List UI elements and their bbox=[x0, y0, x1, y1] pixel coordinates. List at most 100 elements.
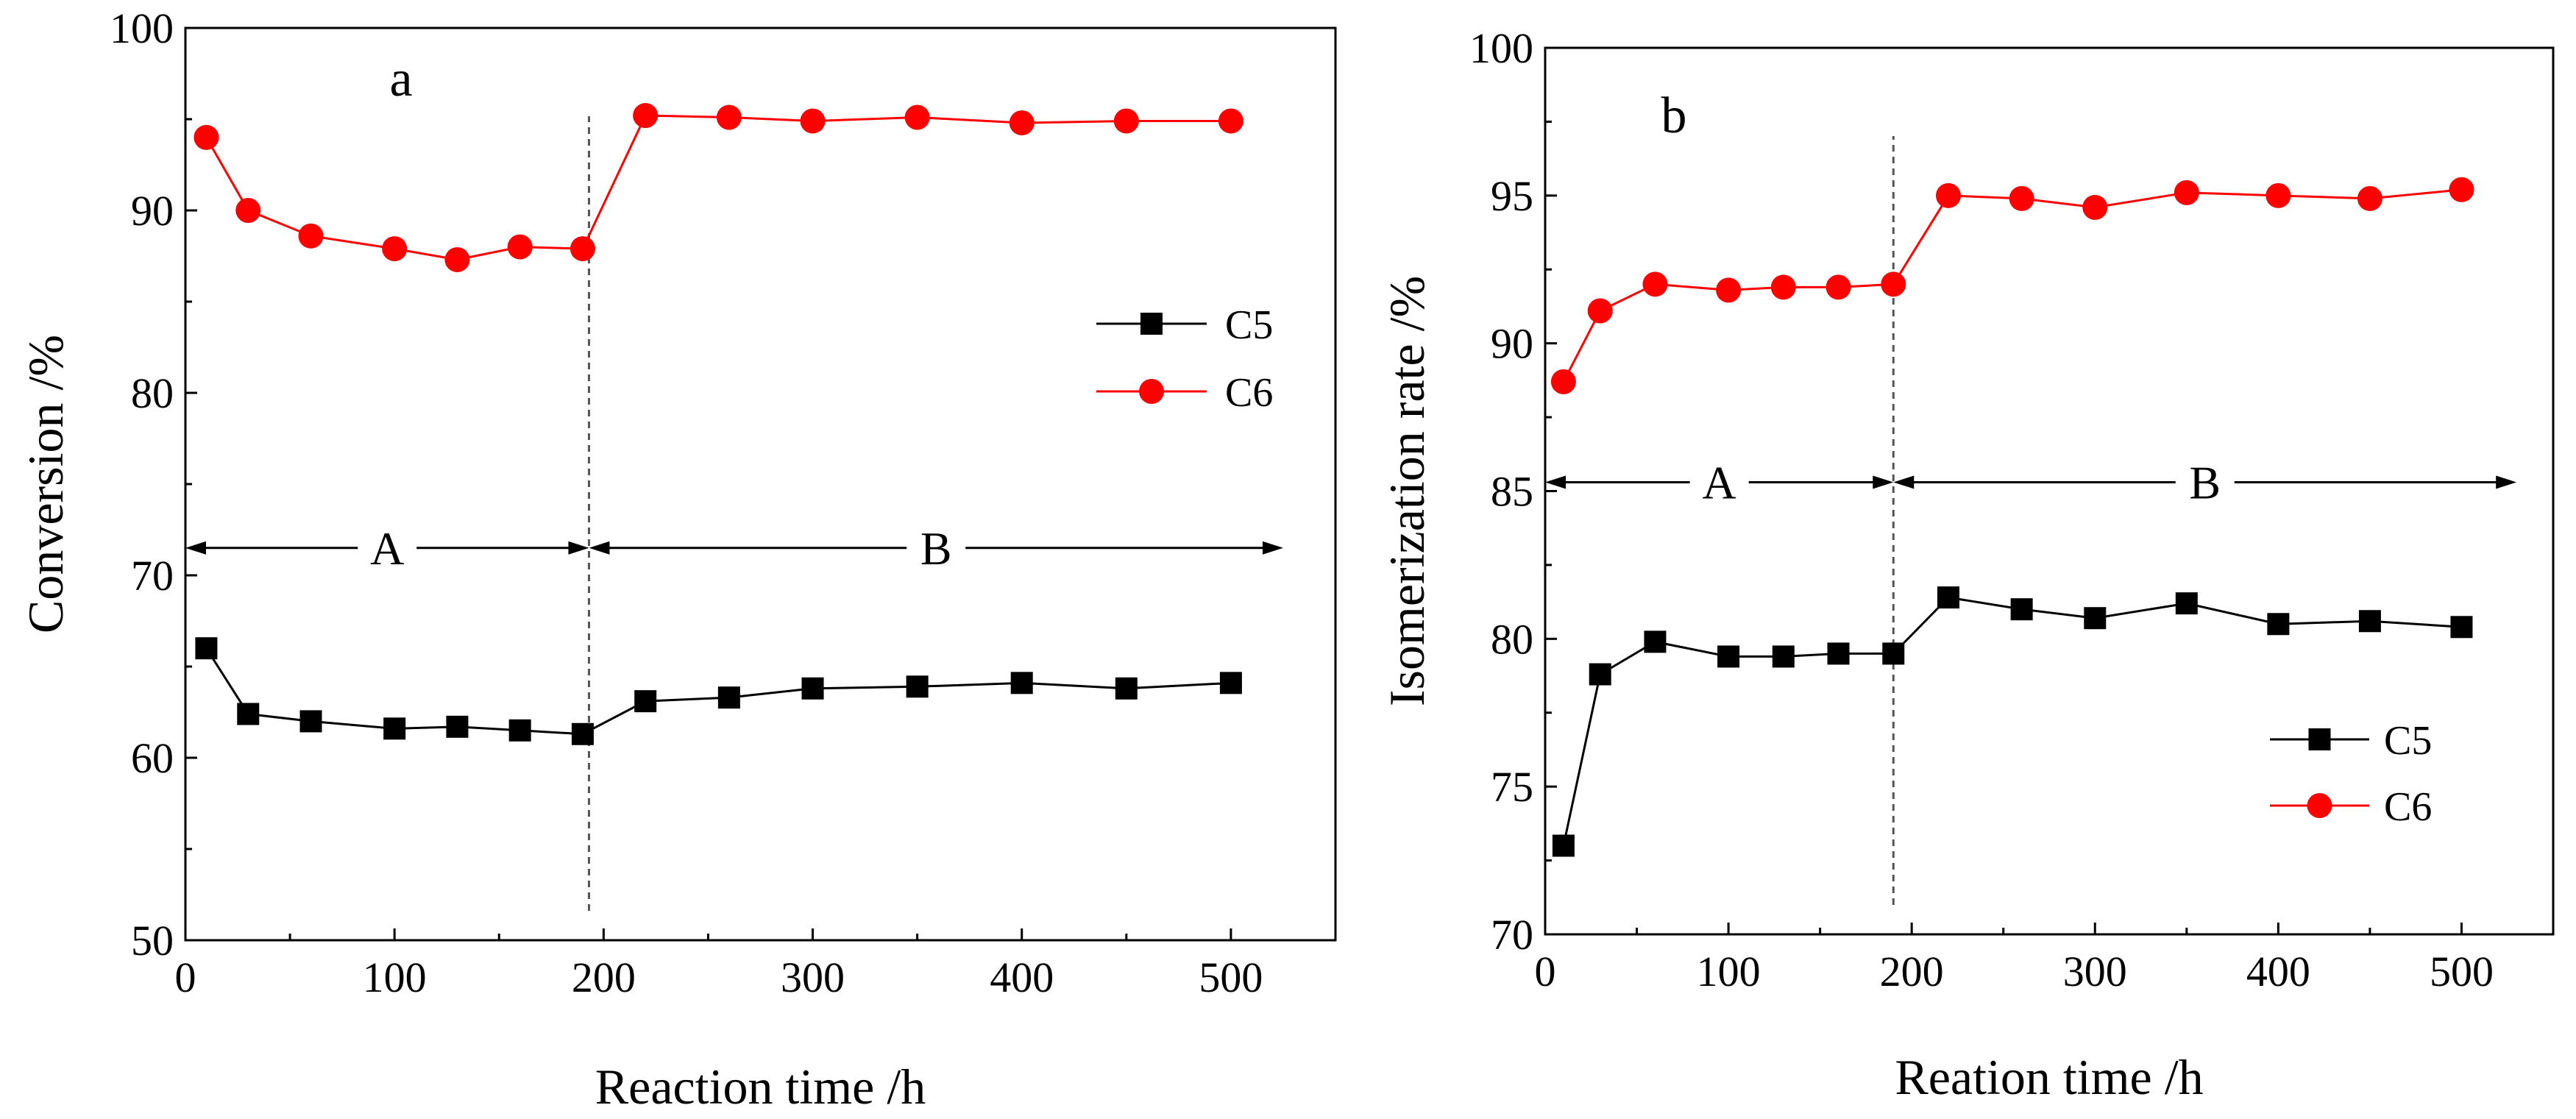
data-point-c5 bbox=[2450, 616, 2473, 639]
data-point-c5 bbox=[1115, 677, 1138, 700]
data-point-c6 bbox=[1113, 108, 1139, 134]
y-tick-label: 80 bbox=[1491, 615, 1533, 663]
region-label: B bbox=[920, 522, 952, 575]
data-point-c5 bbox=[383, 717, 406, 740]
y-tick-label: 75 bbox=[1491, 763, 1533, 811]
data-point-c6 bbox=[2357, 185, 2382, 211]
panel-label: b bbox=[1661, 88, 1687, 144]
data-point-c6 bbox=[1550, 369, 1576, 394]
legend-label-c5: C5 bbox=[1225, 302, 1273, 348]
arrowhead-right bbox=[1873, 475, 1894, 489]
data-point-c6 bbox=[1587, 298, 1613, 324]
y-axis-label: Isomerization rate /% bbox=[1379, 276, 1435, 706]
data-point-c6 bbox=[1642, 271, 1668, 297]
data-point-c5 bbox=[1644, 630, 1667, 653]
x-tick-label: 300 bbox=[2063, 948, 2127, 995]
data-point-c6 bbox=[633, 103, 659, 129]
data-point-c6 bbox=[2174, 180, 2199, 205]
data-point-c5 bbox=[1937, 586, 1959, 609]
data-point-c5 bbox=[801, 677, 824, 700]
data-point-c6 bbox=[507, 234, 533, 260]
arrowhead-left bbox=[589, 541, 610, 555]
data-point-c6 bbox=[904, 104, 930, 130]
data-point-c6 bbox=[1770, 274, 1796, 300]
data-point-c6 bbox=[194, 124, 219, 150]
data-point-c5 bbox=[2358, 610, 2381, 633]
y-tick-label: 50 bbox=[131, 917, 174, 965]
arrowhead-right bbox=[1262, 541, 1283, 555]
x-tick-label: 100 bbox=[363, 953, 427, 1001]
y-tick-label: 70 bbox=[1491, 911, 1533, 959]
data-point-c5 bbox=[717, 686, 740, 709]
data-point-c5 bbox=[446, 715, 469, 738]
x-tick-label: 200 bbox=[1880, 948, 1944, 995]
x-tick-label: 400 bbox=[990, 953, 1054, 1001]
arrowhead-left bbox=[1893, 475, 1915, 489]
region-label: A bbox=[370, 522, 404, 575]
data-point-c6 bbox=[1881, 271, 1906, 297]
x-tick-label: 0 bbox=[1535, 948, 1556, 995]
data-point-c5 bbox=[906, 675, 929, 698]
data-point-c5 bbox=[195, 637, 218, 660]
region-label: B bbox=[2189, 456, 2221, 508]
legend-marker-c6 bbox=[1139, 379, 1164, 404]
legend-label-c5: C5 bbox=[2384, 718, 2432, 764]
data-point-c5 bbox=[1589, 663, 1611, 686]
x-axis-label: Reation time /h bbox=[1895, 1049, 2203, 1105]
data-point-c5 bbox=[2267, 613, 2290, 636]
data-point-c6 bbox=[2082, 194, 2108, 220]
chart-panel-a: 0 100 200 300 400 500 50 60 70 80 90 100 Reaction ti… bbox=[18, 4, 1337, 1115]
series-line-c6 bbox=[1562, 188, 2462, 383]
data-point-c6 bbox=[2009, 185, 2034, 211]
plot-frame bbox=[184, 26, 1337, 942]
x-tick-label: 500 bbox=[1199, 953, 1263, 1001]
x-tick-label: 200 bbox=[572, 953, 636, 1001]
y-tick-label: 60 bbox=[131, 734, 174, 782]
y-tick-label: 100 bbox=[1469, 24, 1533, 72]
data-point-c6 bbox=[570, 236, 595, 262]
x-tick-label: 0 bbox=[175, 953, 196, 1001]
region-label: A bbox=[1703, 456, 1736, 508]
legend-label-c6: C6 bbox=[1225, 370, 1273, 416]
x-tick-label: 400 bbox=[2246, 948, 2310, 995]
series-line-c6 bbox=[205, 114, 1231, 261]
data-point-c6 bbox=[1009, 110, 1035, 135]
legend-marker-c5 bbox=[1140, 313, 1163, 335]
data-point-c5 bbox=[237, 703, 260, 725]
x-tick-label: 100 bbox=[1697, 948, 1761, 995]
data-point-c5 bbox=[2010, 598, 2033, 621]
data-point-c5 bbox=[571, 722, 594, 745]
data-point-c6 bbox=[716, 104, 742, 130]
y-tick-label: 85 bbox=[1491, 468, 1533, 516]
panel-label: a bbox=[389, 51, 412, 107]
data-point-c5 bbox=[508, 719, 531, 742]
data-point-c5 bbox=[1772, 645, 1795, 668]
arrowhead-left bbox=[185, 541, 206, 555]
y-tick-label: 100 bbox=[110, 4, 174, 52]
arrowhead-right bbox=[2496, 475, 2517, 489]
data-point-c5 bbox=[1219, 672, 1242, 695]
data-point-c6 bbox=[800, 108, 826, 134]
y-tick-label: 80 bbox=[131, 369, 174, 417]
x-tick-label: 300 bbox=[781, 953, 845, 1001]
data-point-c5 bbox=[1552, 834, 1575, 857]
data-point-c6 bbox=[298, 223, 324, 249]
legend-marker-c5 bbox=[2308, 728, 2331, 750]
y-tick-label: 90 bbox=[131, 187, 174, 235]
y-tick-label: 95 bbox=[1491, 172, 1533, 220]
data-point-c6 bbox=[382, 236, 408, 262]
series-line-c5 bbox=[205, 647, 1231, 736]
arrowhead-left bbox=[1545, 475, 1566, 489]
data-point-c6 bbox=[1716, 277, 1742, 303]
data-point-c6 bbox=[2265, 182, 2291, 208]
data-point-c6 bbox=[235, 198, 261, 223]
data-point-c5 bbox=[1882, 642, 1905, 665]
x-axis-label: Reaction time /h bbox=[595, 1059, 926, 1115]
y-axis-label: Conversion /% bbox=[18, 335, 74, 633]
data-point-c5 bbox=[1717, 645, 1740, 668]
data-point-c6 bbox=[2449, 177, 2474, 202]
data-point-c5 bbox=[634, 690, 657, 713]
data-point-c5 bbox=[2175, 592, 2198, 615]
y-tick-label: 70 bbox=[131, 552, 174, 600]
